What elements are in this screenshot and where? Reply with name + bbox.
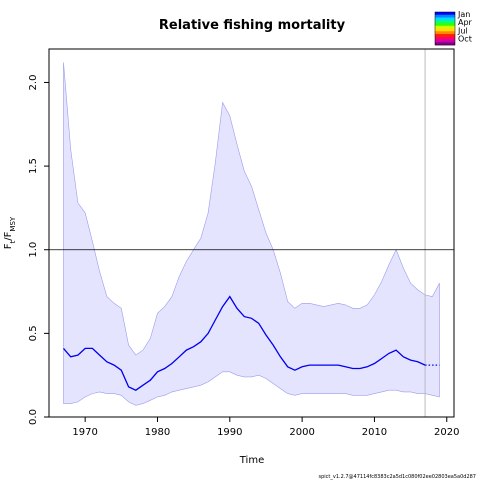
x-tick-label: 2020 [434,427,459,438]
legend-swatch [435,23,455,27]
legend-swatch [435,17,455,21]
legend-label: Oct [458,35,472,44]
y-tick-label: 0.5 [28,325,39,341]
x-tick-label: 2010 [362,427,387,438]
y-tick-label: 1.0 [28,242,39,258]
legend-box [434,11,456,46]
svg-text:Ft/FMSY: Ft/FMSY [3,216,17,249]
legend-label: Apr [458,18,473,27]
legend-swatch [435,14,455,18]
x-tick-label: 1990 [217,427,242,438]
y-tick-label: 2.0 [28,75,39,91]
legend-swatch [435,34,455,38]
plot-area [49,49,454,417]
legend-swatch [435,20,455,24]
chart-title: Relative fishing mortality [159,18,346,33]
version-footer: spict_v1.2.7@47114fc8383c2a5d1c080f02ee0… [319,474,477,480]
legend-swatch [435,36,455,40]
legend-swatch [435,12,455,16]
y-tick-label: 0.0 [28,409,39,425]
y-axis-label: Ft/FMSY [3,216,17,249]
legend-swatch [435,25,455,29]
y-axis: 0.0 0.5 1.0 1.5 2.0 [28,75,49,425]
y-tick-label: 1.5 [28,158,39,174]
x-tick-label: 2000 [289,427,314,438]
legend-swatch [435,28,455,32]
legend-label: Jan [457,10,470,19]
x-axis-label: Time [239,455,264,466]
x-tick-label: 1980 [145,427,170,438]
x-axis: 1970 1980 1990 2000 2010 2020 [72,417,459,438]
legend-swatch [435,31,455,35]
plot-frame [48,48,455,418]
legend-swatch [435,42,455,46]
legend-swatch [435,39,455,43]
x-tick-label: 1970 [72,427,97,438]
confidence-band [63,62,440,406]
legend-label: Jul [457,26,468,35]
estimate-line [63,295,426,391]
